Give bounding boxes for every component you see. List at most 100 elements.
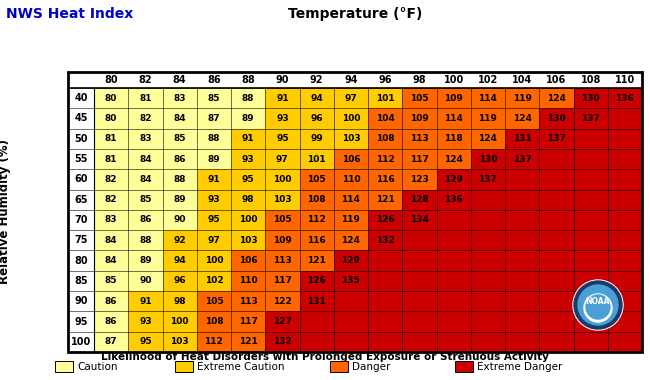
Text: 84: 84 [105,236,118,245]
Bar [333,169,368,190]
Bar [437,271,471,291]
Text: 130: 130 [547,114,566,123]
Text: 108: 108 [580,75,601,85]
Bar [68,88,94,108]
Bar [231,311,265,332]
Bar [368,311,402,332]
Bar [55,361,73,372]
Text: 70: 70 [74,215,88,225]
Text: 88: 88 [174,175,186,184]
Bar [471,311,505,332]
Bar [162,169,197,190]
Text: 81: 81 [105,155,118,163]
Bar [505,210,540,230]
Text: 105: 105 [205,297,223,306]
Bar [455,361,473,372]
Text: 103: 103 [273,195,292,204]
Bar [471,210,505,230]
Text: 90: 90 [74,296,88,306]
Bar [68,72,642,352]
Bar [368,210,402,230]
Text: 65: 65 [74,195,88,205]
Bar [402,108,437,128]
Text: 137: 137 [547,134,566,143]
Bar [402,210,437,230]
Text: 135: 135 [341,276,360,285]
Bar [333,332,368,352]
Text: 105: 105 [410,93,429,103]
Text: 124: 124 [547,93,566,103]
Bar [94,88,128,108]
Bar [437,190,471,210]
Text: 98: 98 [174,297,186,306]
Text: 91: 91 [207,175,220,184]
Bar [68,250,94,271]
Text: 95: 95 [207,215,220,225]
Text: 95: 95 [276,134,289,143]
Bar [333,250,368,271]
Bar [573,291,608,311]
Circle shape [574,281,622,329]
Bar [197,190,231,210]
Text: 85: 85 [105,276,118,285]
Text: 132: 132 [273,337,292,346]
Bar [68,332,94,352]
Text: 100: 100 [205,256,223,265]
Text: 97: 97 [276,155,289,163]
Text: 126: 126 [376,215,395,225]
Bar [333,190,368,210]
Bar [505,190,540,210]
Bar [402,250,437,271]
Text: 121: 121 [307,256,326,265]
Text: 122: 122 [273,297,292,306]
Bar [608,332,642,352]
Text: 88: 88 [241,75,255,85]
Text: 92: 92 [174,236,186,245]
Text: 60: 60 [74,174,88,184]
Bar [68,271,94,291]
Text: 88: 88 [139,236,151,245]
Text: 116: 116 [307,236,326,245]
Bar [540,128,573,149]
Bar [231,128,265,149]
Bar [162,332,197,352]
Bar [265,108,300,128]
Bar [540,311,573,332]
Text: 91: 91 [139,297,151,306]
Bar [505,332,540,352]
Bar [175,361,193,372]
Bar [265,88,300,108]
Bar [265,169,300,190]
Bar [68,190,94,210]
Text: 108: 108 [205,317,223,326]
Bar [265,190,300,210]
Bar [197,332,231,352]
Text: 110: 110 [615,75,635,85]
Text: 84: 84 [139,155,151,163]
Bar [573,88,608,108]
Text: 90: 90 [139,276,151,285]
Bar [128,128,162,149]
Text: 94: 94 [344,75,358,85]
Bar [231,332,265,352]
Text: 96: 96 [174,276,186,285]
Bar [300,250,333,271]
Bar [300,271,333,291]
Bar [573,311,608,332]
Bar [197,271,231,291]
Bar [573,250,608,271]
Text: 94: 94 [310,93,323,103]
Text: 84: 84 [174,114,186,123]
Bar [162,311,197,332]
Text: 95: 95 [242,175,254,184]
Bar [265,128,300,149]
Bar [402,271,437,291]
Bar [333,230,368,250]
Bar [368,128,402,149]
Bar [300,210,333,230]
Bar [128,311,162,332]
Text: 108: 108 [307,195,326,204]
Text: Extreme Caution: Extreme Caution [197,361,285,372]
Bar [231,169,265,190]
Bar [540,210,573,230]
